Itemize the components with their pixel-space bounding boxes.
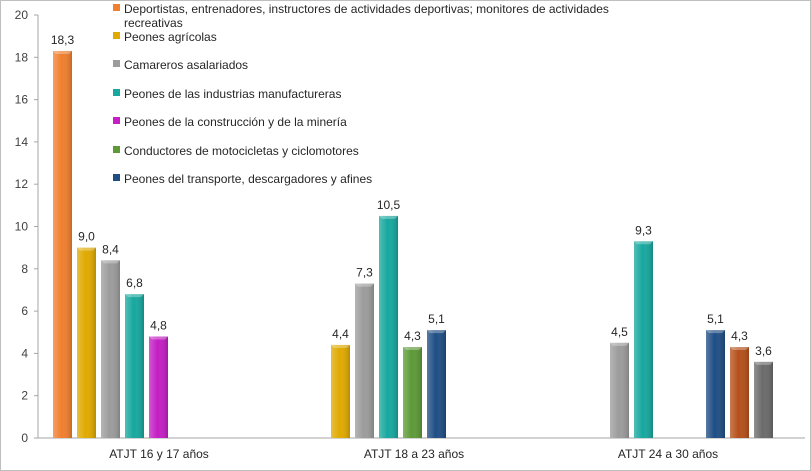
bar-shading — [101, 260, 120, 438]
bar-shading — [125, 294, 144, 438]
y-tick-label: 12 — [15, 177, 29, 191]
bar-bevel — [706, 330, 725, 334]
bar-shading — [754, 361, 773, 438]
data-label: 10,5 — [377, 198, 401, 212]
legend-label: Peones del transporte, descargadores y a… — [124, 172, 372, 186]
bar-bevel — [355, 283, 374, 287]
legend-swatch — [113, 89, 120, 96]
y-tick-label: 14 — [15, 135, 29, 149]
bar-bevel — [634, 241, 653, 245]
bar-bevel — [427, 330, 446, 334]
bar-shading — [379, 215, 398, 438]
y-tick-label: 20 — [15, 8, 29, 22]
bar-shading — [331, 344, 350, 438]
legend-label: Peones de las industrias manufactureras — [124, 87, 341, 101]
data-label: 4,3 — [404, 329, 421, 343]
legend-swatch — [113, 146, 120, 153]
data-label: 6,8 — [126, 276, 143, 290]
legend-label: Peones de la construcción y de la minerí… — [124, 115, 347, 129]
legend-swatch — [113, 60, 120, 67]
bar-bevel — [331, 344, 350, 348]
legend-label: Peones agrícolas — [124, 30, 217, 44]
data-label: 9,3 — [635, 223, 652, 237]
bar-shading — [634, 241, 653, 438]
data-label: 4,5 — [611, 325, 628, 339]
bar-bevel — [379, 215, 398, 219]
legend-swatch — [113, 4, 120, 11]
bar-shading — [706, 330, 725, 438]
y-tick-label: 6 — [21, 304, 28, 318]
y-tick-label: 18 — [15, 50, 29, 64]
y-tick-label: 0 — [21, 431, 28, 445]
y-tick-label: 8 — [21, 262, 28, 276]
data-labels: 18,3 9,0 8,4 6,8 4,8 4,4 7,3 10,5 4,3 5,1 4,5 9,3 5,… — [51, 33, 772, 358]
data-label: 5,1 — [428, 312, 445, 326]
bar-bevel — [77, 247, 96, 251]
bar-bevel — [403, 347, 422, 351]
category-label: ATJT 16 y 17 años — [109, 447, 209, 461]
data-label: 9,0 — [78, 230, 95, 244]
category-label: ATJT 24 a 30 años — [618, 447, 718, 461]
y-tick-label: 2 — [21, 389, 28, 403]
bar-bevel — [730, 347, 749, 351]
bar-shading — [427, 330, 446, 438]
data-label: 18,3 — [51, 33, 75, 47]
bar-shading — [730, 347, 749, 438]
category-label: ATJT 18 a 23 años — [364, 447, 464, 461]
data-label: 5,1 — [707, 312, 724, 326]
bar-bevel — [125, 294, 144, 298]
bar-shading — [77, 247, 96, 438]
bar-bevel — [101, 260, 120, 264]
data-label: 7,3 — [356, 266, 373, 280]
data-label: 3,6 — [755, 344, 772, 358]
legend-swatch — [113, 174, 120, 181]
y-axis: 0 2 4 6 8 10 12 14 16 18 20 — [15, 8, 39, 445]
x-axis: ATJT 16 y 17 años ATJT 18 a 23 años ATJT 2… — [38, 437, 805, 461]
y-tick-label: 4 — [21, 346, 28, 360]
legend-label: Camareros asalariados — [124, 58, 248, 72]
legend-label: recreativas — [124, 16, 183, 30]
y-tick-label: 16 — [15, 93, 29, 107]
bar-bevel — [610, 342, 629, 346]
bar-shading — [610, 342, 629, 438]
bar-shading — [53, 50, 72, 439]
data-label: 4,8 — [150, 318, 167, 332]
bar-bevel — [149, 336, 168, 340]
bar-bevel — [53, 50, 72, 54]
data-label: 8,4 — [102, 242, 119, 256]
data-label: 4,4 — [332, 327, 349, 341]
legend-swatch — [113, 117, 120, 124]
bar-shading — [355, 283, 374, 438]
bar-shading — [149, 336, 168, 438]
bar-shading — [403, 347, 422, 438]
legend-label: Deportistas, entrenadores, instructores … — [124, 2, 609, 16]
data-label: 4,3 — [731, 329, 748, 343]
legend-label: Conductores de motocicletas y ciclomotor… — [124, 144, 359, 158]
bars — [53, 50, 773, 439]
y-tick-label: 10 — [15, 220, 29, 234]
bar-bevel — [754, 361, 773, 365]
legend-swatch — [113, 32, 120, 39]
legend: Deportistas, entrenadores, instructores … — [113, 2, 609, 186]
